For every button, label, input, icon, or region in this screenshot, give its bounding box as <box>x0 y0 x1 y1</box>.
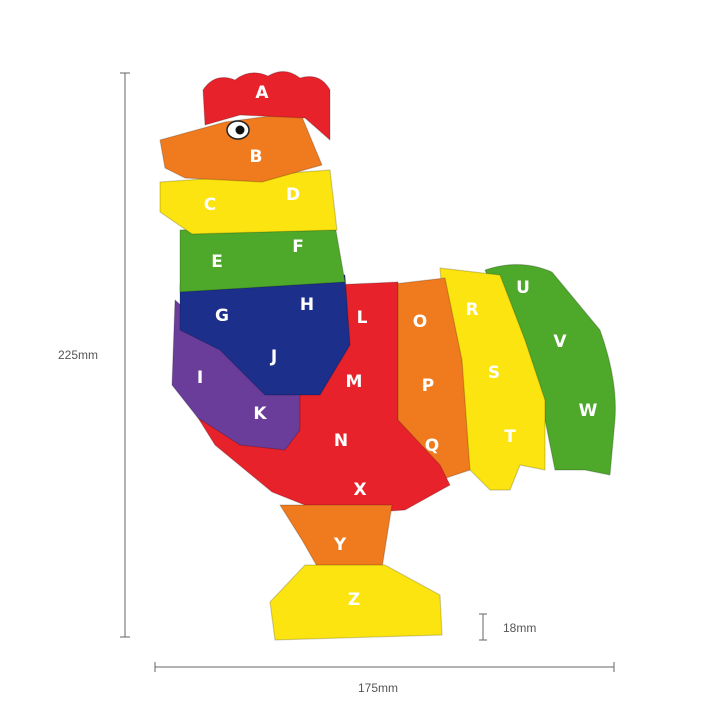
puzzle-letter-d: D <box>286 185 300 205</box>
puzzle-letter-m: M <box>346 372 363 392</box>
eye-icon <box>226 120 250 140</box>
breast-navy-pieces <box>179 274 351 396</box>
puzzle-letter-p: P <box>422 376 434 396</box>
puzzle-letters: A B C D E F G H I J K L M N O P Q R S T U V W X Y Z <box>197 83 598 610</box>
puzzle-letter-j: J <box>270 347 277 367</box>
puzzle-letter-e: E <box>211 252 223 272</box>
puzzle-letter-z: Z <box>348 590 360 610</box>
puzzle-letter-w: W <box>579 401 598 421</box>
thickness-dimension-line <box>479 613 487 641</box>
puzzle-letter-c: C <box>204 195 216 215</box>
body-red-pieces <box>189 281 451 516</box>
puzzle-letter-i: I <box>197 368 203 388</box>
puzzle-letter-f: F <box>292 237 304 257</box>
puzzle-letter-b: B <box>250 147 263 167</box>
height-label: 225mm <box>58 348 98 362</box>
puzzle-letter-x: X <box>353 480 366 500</box>
height-dimension-line <box>120 72 130 638</box>
puzzle-letter-h: H <box>300 295 314 315</box>
neck-green-pieces <box>179 224 346 293</box>
puzzle-letter-g: G <box>215 306 229 326</box>
comb-red-piece <box>202 70 331 141</box>
puzzle-letter-t: T <box>504 427 516 447</box>
puzzle-letter-q: Q <box>425 436 439 456</box>
thickness-label: 18mm <box>503 621 536 635</box>
foot-yellow-piece <box>269 564 443 641</box>
tail-green-pieces <box>484 263 616 476</box>
puzzle-letter-l: L <box>357 308 368 328</box>
neck-yellow-pieces <box>159 169 338 235</box>
puzzle-letter-a: A <box>255 83 269 103</box>
puzzle-letter-v: V <box>553 332 567 352</box>
width-dimension-line <box>154 662 615 672</box>
puzzle-letter-y: Y <box>333 535 347 555</box>
puzzle-letter-r: R <box>465 300 478 320</box>
width-label: 175mm <box>358 681 398 695</box>
puzzle-letter-u: U <box>516 278 530 298</box>
puzzle-letter-o: O <box>413 312 427 332</box>
puzzle-letter-n: N <box>334 431 348 451</box>
puzzle-letter-k: K <box>253 404 267 424</box>
puzzle-letter-s: S <box>488 363 500 383</box>
